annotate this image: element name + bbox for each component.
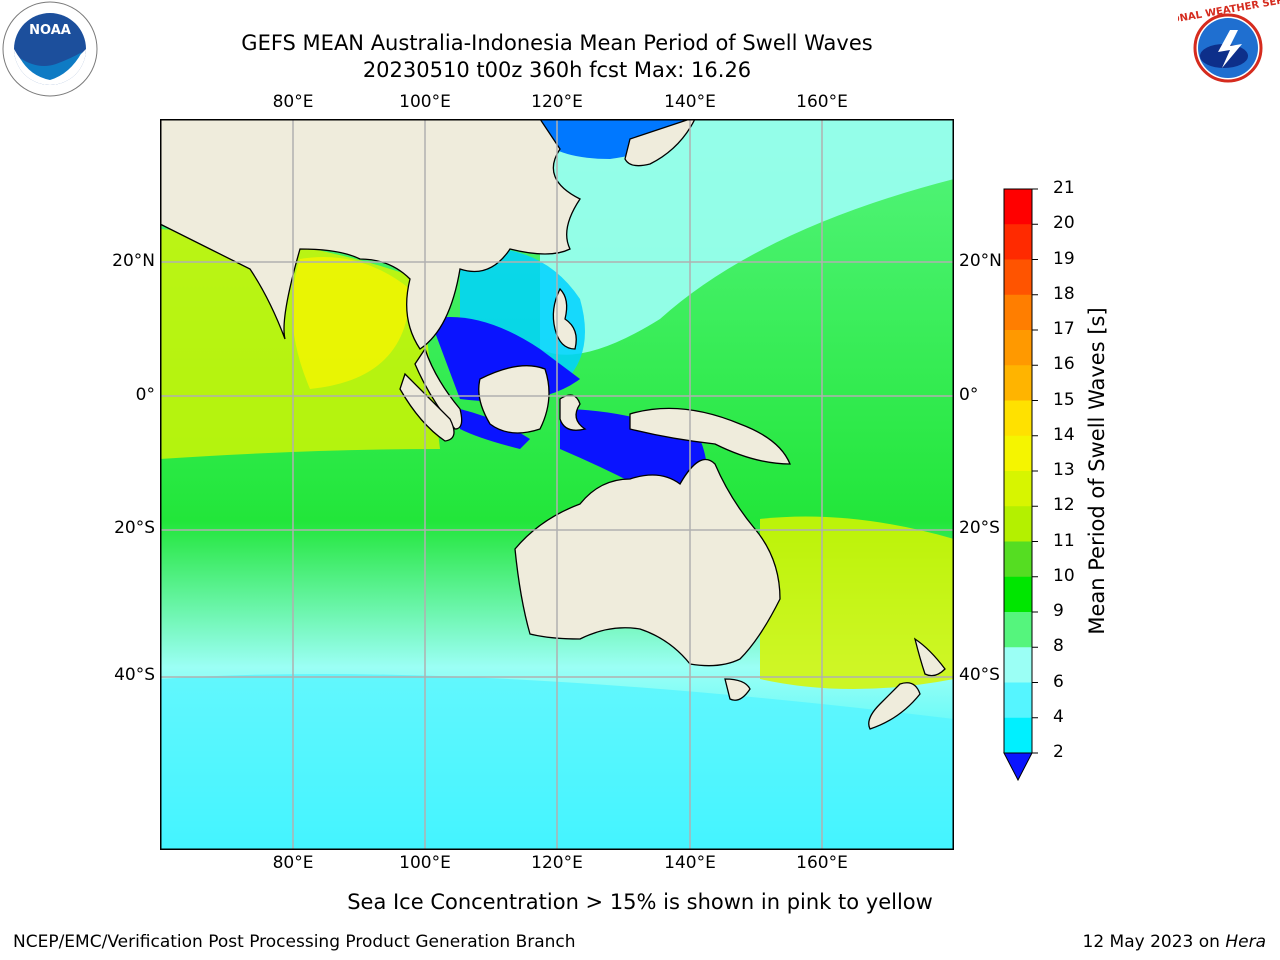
colorbar-segments xyxy=(1004,189,1032,754)
chart-title: GEFS MEAN Australia-Indonesia Mean Perio… xyxy=(241,31,873,55)
lon-tick-bottom: 80°E xyxy=(272,853,314,873)
lon-tick-top: 80°E xyxy=(272,92,314,112)
map-border xyxy=(160,119,954,850)
asia-landmass xyxy=(160,119,581,350)
colorbar-under-arrow xyxy=(1003,752,1033,782)
swell-period-map xyxy=(160,119,954,850)
lat-tick-right: 20°N xyxy=(959,251,1002,271)
swell-region xyxy=(292,257,410,389)
colorbar-segment xyxy=(1004,224,1032,260)
nws-logo: NATIONAL WEATHER SERVICE xyxy=(1178,0,1280,94)
colorbar-segment xyxy=(1004,717,1032,754)
lon-tick-top: 160°E xyxy=(796,92,848,112)
colorbar-label: Mean Period of Swell Waves [s] xyxy=(1085,307,1109,635)
colorbar xyxy=(1003,188,1038,782)
lon-tick-bottom: 100°E xyxy=(399,853,451,873)
colorbar-tick-label: 12 xyxy=(1053,495,1075,516)
colorbar-segment xyxy=(1004,189,1032,225)
colorbar-tick-label: 20 xyxy=(1053,213,1075,234)
colorbar-tick-label: 14 xyxy=(1053,424,1075,445)
colorbar-segment xyxy=(1004,471,1032,507)
colorbar-tick-label: 11 xyxy=(1053,530,1075,551)
new-zealand-south-island xyxy=(868,682,921,730)
colorbar-tick-label: 2 xyxy=(1053,742,1064,762)
colorbar-tick-label: 15 xyxy=(1053,389,1075,410)
credit-text: NCEP/EMC/Verification Post Processing Pr… xyxy=(13,932,576,952)
colorbar-segment xyxy=(1004,259,1032,296)
colorbar-tick-label: 21 xyxy=(1053,178,1075,198)
map-gridlines xyxy=(160,119,954,850)
colorbar-segment xyxy=(1004,541,1032,578)
colorbar-segment xyxy=(1004,435,1032,472)
tasmania-island xyxy=(724,678,751,701)
colorbar-segment xyxy=(1004,576,1032,613)
lat-tick-right: 40°S xyxy=(959,665,1000,685)
lon-tick-bottom: 140°E xyxy=(664,853,716,873)
sumatra-island xyxy=(399,372,455,442)
lon-tick-top: 100°E xyxy=(399,92,451,112)
colorbar-tick-label: 19 xyxy=(1053,248,1075,269)
colorbar-tick-label: 10 xyxy=(1053,565,1075,586)
swell-region xyxy=(760,516,954,689)
colorbar-segment xyxy=(1004,682,1032,719)
lon-tick-top: 120°E xyxy=(531,92,583,112)
japan-islands xyxy=(624,119,696,167)
colorbar-tick-label: 16 xyxy=(1053,354,1075,375)
colorbar-tick-label: 17 xyxy=(1053,319,1075,339)
lat-tick-right: 0° xyxy=(959,385,979,405)
swell-region xyxy=(540,119,954,355)
colorbar-segment xyxy=(1004,506,1032,542)
lat-tick-left: 20°N xyxy=(112,251,155,271)
colorbar-segment xyxy=(1004,612,1032,648)
colorbar-segment xyxy=(1004,365,1032,401)
noaa-logo-text: NOAA xyxy=(29,23,71,38)
noaa-logo: NOAA xyxy=(2,1,98,97)
lat-tick-right: 20°S xyxy=(959,518,1000,538)
chart-subtitle: 20230510 t00z 360h fcst Max: 16.26 xyxy=(362,58,752,82)
new-zealand-north-island xyxy=(913,637,946,677)
sea-ice-note: Sea Ice Concentration > 15% is shown in … xyxy=(347,890,933,914)
colorbar-tick-label: 13 xyxy=(1053,460,1075,480)
date-value: 12 May 2023 on xyxy=(1082,932,1226,952)
colorbar-tick-label: 9 xyxy=(1053,601,1064,621)
swell-region xyxy=(460,409,530,449)
australia-landmass xyxy=(514,458,781,667)
lat-tick-left: 0° xyxy=(135,385,155,405)
colorbar-segment xyxy=(1004,330,1032,366)
lon-tick-bottom: 160°E xyxy=(796,853,848,873)
date-text: 12 May 2023 on Hera xyxy=(1083,932,1267,952)
lat-tick-left: 40°S xyxy=(114,665,155,685)
machine-name: Hera xyxy=(1225,932,1266,952)
colorbar-tick-label: 8 xyxy=(1053,636,1064,657)
lat-tick-left: 20°S xyxy=(114,518,155,538)
malay-peninsula xyxy=(414,347,463,430)
colorbar-tick-label: 6 xyxy=(1053,671,1064,692)
new-guinea-island xyxy=(629,407,791,465)
colorbar-segment xyxy=(1004,647,1032,683)
lon-tick-top: 140°E xyxy=(664,92,716,112)
colorbar-segment xyxy=(1004,400,1032,437)
colorbar-tick-label: 4 xyxy=(1053,706,1064,727)
lon-tick-bottom: 120°E xyxy=(531,853,583,873)
philippines-islands xyxy=(552,287,577,350)
colorbar-segment xyxy=(1004,294,1032,331)
colorbar-tick-label: 18 xyxy=(1053,283,1075,304)
borneo-island xyxy=(478,365,550,434)
